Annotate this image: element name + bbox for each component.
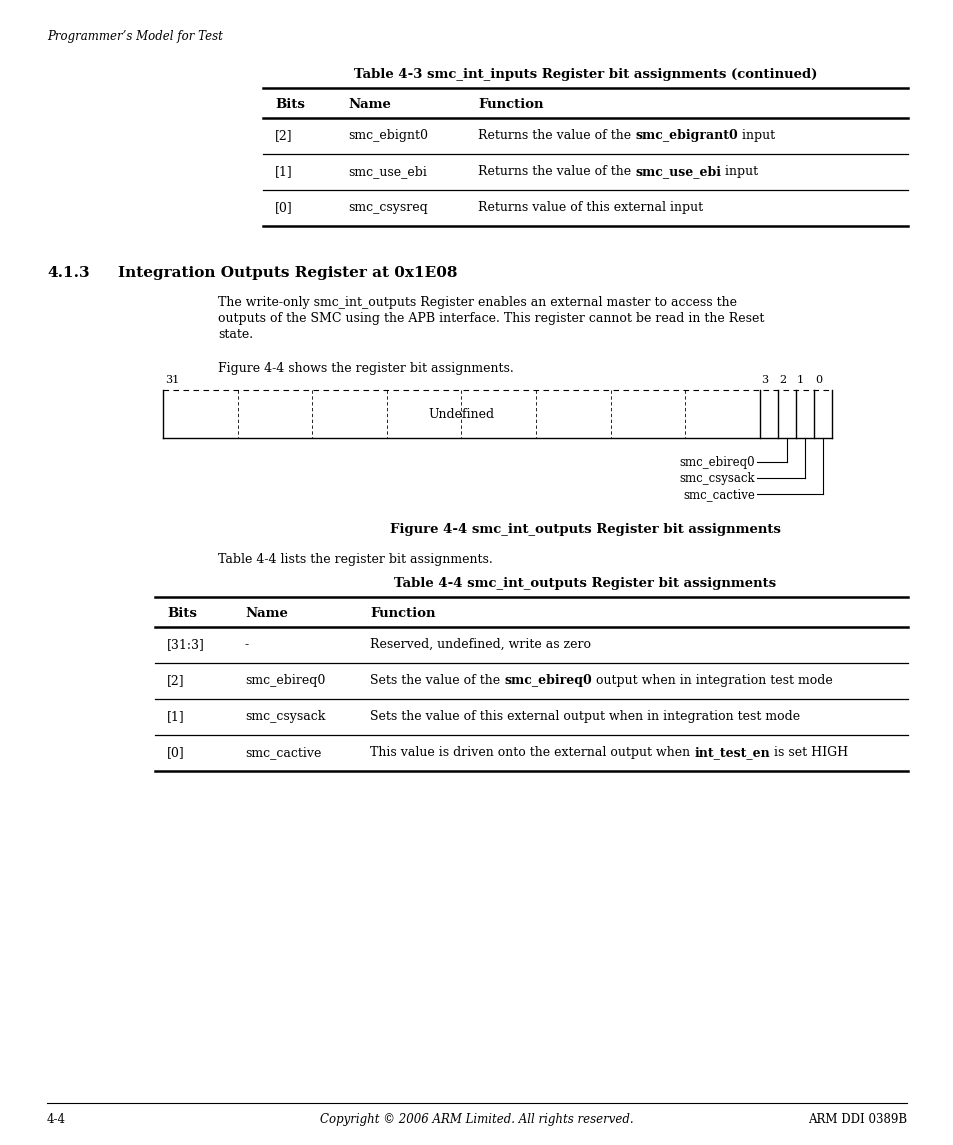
Text: Table 4-4 lists the register bit assignments.: Table 4-4 lists the register bit assignm… xyxy=(218,553,493,566)
Text: int_test_en: int_test_en xyxy=(694,747,769,759)
Text: Undefined: Undefined xyxy=(428,408,494,420)
Text: Function: Function xyxy=(370,607,435,619)
Text: 4-4: 4-4 xyxy=(47,1113,66,1126)
Text: smc_csysreq: smc_csysreq xyxy=(348,202,427,214)
Text: [1]: [1] xyxy=(274,165,293,177)
Text: Name: Name xyxy=(348,98,391,111)
Text: smc_cactive: smc_cactive xyxy=(245,747,321,759)
Text: Table 4-3 smc_int_inputs Register bit assignments (continued): Table 4-3 smc_int_inputs Register bit as… xyxy=(354,68,817,81)
Text: is set HIGH: is set HIGH xyxy=(769,747,847,759)
Text: output when in integration test mode: output when in integration test mode xyxy=(591,674,832,687)
Text: 0: 0 xyxy=(814,376,821,385)
Text: smc_ebireq0: smc_ebireq0 xyxy=(679,456,754,469)
Text: [31:3]: [31:3] xyxy=(167,638,205,652)
Text: input: input xyxy=(720,165,758,177)
Text: Table 4-4 smc_int_outputs Register bit assignments: Table 4-4 smc_int_outputs Register bit a… xyxy=(394,577,776,590)
Text: Bits: Bits xyxy=(167,607,196,619)
Text: Programmer’s Model for Test: Programmer’s Model for Test xyxy=(47,30,223,44)
Text: smc_ebignt0: smc_ebignt0 xyxy=(348,129,428,142)
Text: Copyright © 2006 ARM Limited. All rights reserved.: Copyright © 2006 ARM Limited. All rights… xyxy=(320,1113,633,1126)
Text: [2]: [2] xyxy=(167,674,185,687)
Text: Reserved, undefined, write as zero: Reserved, undefined, write as zero xyxy=(370,638,590,652)
Text: [2]: [2] xyxy=(274,129,293,142)
Text: smc_csysack: smc_csysack xyxy=(245,710,325,722)
Text: 3: 3 xyxy=(760,376,767,385)
Text: Name: Name xyxy=(245,607,288,619)
Text: outputs of the SMC using the APB interface. This register cannot be read in the : outputs of the SMC using the APB interfa… xyxy=(218,311,763,325)
Text: Figure 4-4 smc_int_outputs Register bit assignments: Figure 4-4 smc_int_outputs Register bit … xyxy=(390,523,781,536)
Text: 1: 1 xyxy=(796,376,803,385)
Text: Returns value of this external input: Returns value of this external input xyxy=(477,202,702,214)
Text: Integration Outputs Register at 0x1E08: Integration Outputs Register at 0x1E08 xyxy=(118,266,457,281)
Text: input: input xyxy=(737,129,774,142)
Text: 4.1.3: 4.1.3 xyxy=(47,266,90,281)
Text: This value is driven onto the external output when: This value is driven onto the external o… xyxy=(370,747,694,759)
Text: The write-only smc_int_outputs Register enables an external master to access the: The write-only smc_int_outputs Register … xyxy=(218,297,737,309)
Text: smc_use_ebi: smc_use_ebi xyxy=(635,165,720,177)
Text: smc_cactive: smc_cactive xyxy=(682,488,754,502)
Text: Returns the value of the: Returns the value of the xyxy=(477,165,635,177)
Text: smc_csysack: smc_csysack xyxy=(679,472,754,485)
Text: Figure 4-4 shows the register bit assignments.: Figure 4-4 shows the register bit assign… xyxy=(218,362,514,376)
Text: smc_ebigrant0: smc_ebigrant0 xyxy=(635,129,737,142)
Text: Sets the value of this external output when in integration test mode: Sets the value of this external output w… xyxy=(370,710,800,722)
Text: [0]: [0] xyxy=(274,202,293,214)
Text: 31: 31 xyxy=(165,376,179,385)
Text: smc_use_ebi: smc_use_ebi xyxy=(348,165,426,177)
Text: Sets the value of the: Sets the value of the xyxy=(370,674,503,687)
Text: Returns the value of the: Returns the value of the xyxy=(477,129,635,142)
Text: -: - xyxy=(245,638,249,652)
Text: 2: 2 xyxy=(779,376,785,385)
Text: state.: state. xyxy=(218,327,253,341)
Text: smc_ebireq0: smc_ebireq0 xyxy=(245,674,325,687)
Text: Bits: Bits xyxy=(274,98,305,111)
Text: Function: Function xyxy=(477,98,543,111)
Text: [1]: [1] xyxy=(167,710,185,722)
Text: smc_ebireq0: smc_ebireq0 xyxy=(503,674,591,687)
Text: [0]: [0] xyxy=(167,747,185,759)
Text: ARM DDI 0389B: ARM DDI 0389B xyxy=(807,1113,906,1126)
